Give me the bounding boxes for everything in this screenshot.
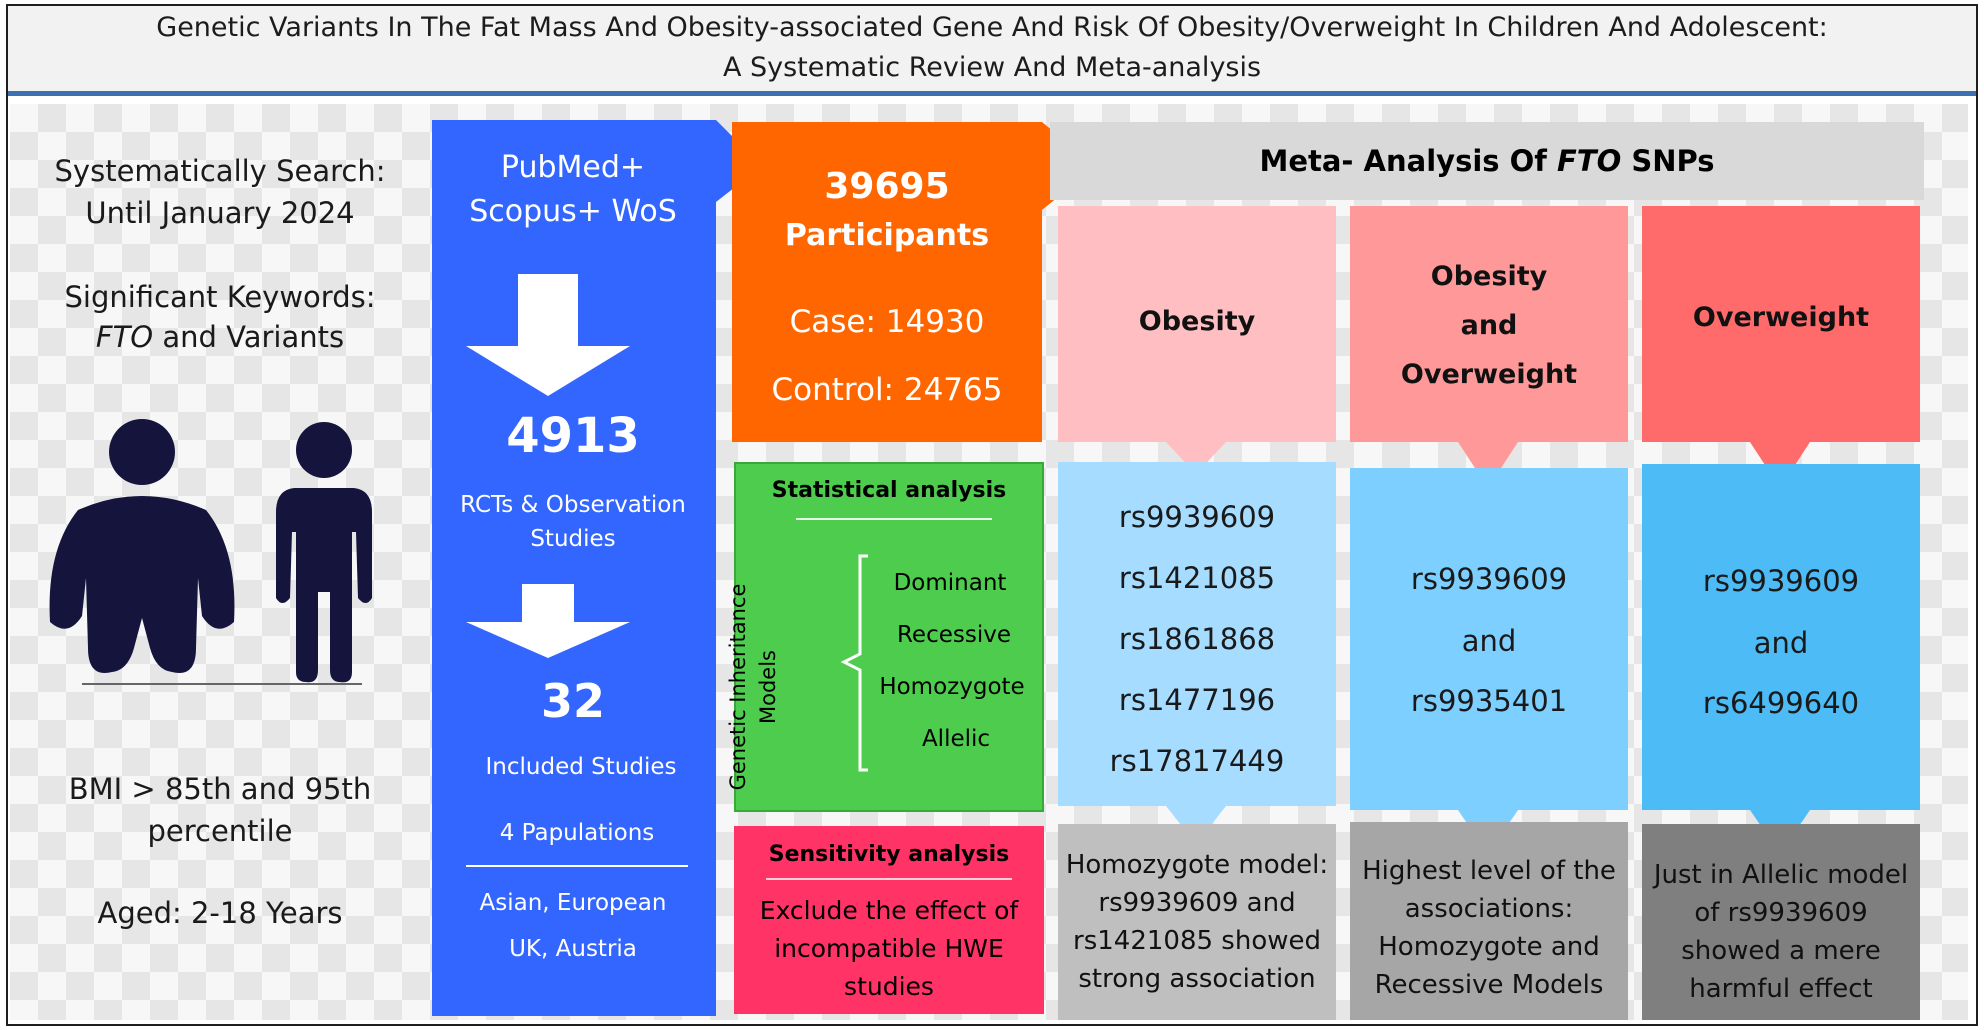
aged-text: Aged: 2-18 Years [97,896,343,930]
participants-case: Case: 14930 [789,304,985,340]
model-allelic: Allelic [921,726,991,752]
obesity-result-shape [1058,824,1336,1020]
obesity-overweight-column-shapes [1350,206,1628,1020]
overweight-result-shape [1642,824,1920,1020]
obesity-overweight-category-label: Obesity and Overweight [1350,252,1628,399]
meta-title-gene: FTO [1557,144,1622,178]
obesity-overweight-category-line-2: and [1460,310,1518,341]
obesity-category-shape [1058,206,1336,474]
overweight-result-line-2: of rs9939609 [1694,898,1868,928]
overweight-snp-2: and [1753,626,1809,660]
obesity-overweight-category-line-1: Obesity [1430,261,1548,292]
obesity-overweight-result-line-3: Homozygote and [1378,932,1600,962]
obesity-overweight-snp-3: rs9935401 [1410,684,1568,718]
keywords-line-2: FTO and Variants [10,320,430,354]
records-label-line-1: RCTs & Observation [460,492,686,518]
obesity-overweight-result-text: Highest level of the associations: Homoz… [1350,852,1628,1004]
overweight-snp-1: rs9939609 [1702,564,1860,598]
overweight-category-label: Overweight [1692,302,1870,333]
normal-person-icon [276,422,372,683]
obesity-overweight-snp-shape [1350,468,1628,854]
outer-frame [6,4,1978,1026]
obesity-snp-5: rs17817449 [1109,744,1285,778]
obesity-category-label: Obesity [1138,306,1256,337]
obesity-column-shapes [1058,206,1336,1020]
sensitivity-line-3: studies [844,972,934,1001]
overweight-snp-shape [1642,464,1920,854]
overweight-column-shapes [1642,206,1920,1020]
obesity-overweight-category-shape [1350,206,1628,488]
sensitivity-line-2: incompatible HWE [774,934,1004,963]
bmi-line-1: BMI > 85th and 95th [68,772,372,806]
included-label: Included Studies [485,754,677,780]
databases-line-1: PubMed+ [500,150,646,185]
obesity-snp-3: rs1861868 [1118,622,1276,656]
model-homozygote: Homozygote [879,674,1025,700]
overweight-snp-3: rs6499640 [1702,686,1860,720]
down-arrow-icon-2 [466,584,630,658]
keywords-line-1: Significant Keywords: [64,280,376,314]
regions-line-1: Asian, European [479,890,667,916]
bmi-line-2: percentile [147,814,293,848]
obesity-snp-1: rs9939609 [1118,500,1276,534]
sensitivity-analysis-box [734,826,1044,1014]
obesity-overweight-result-line-1: Highest level of the [1362,856,1616,886]
keyword-rest: and Variants [153,320,345,354]
obese-person-icon [49,419,235,673]
records-label-line-2: Studies [530,526,616,552]
statistical-title-underline [796,518,992,520]
obesity-result-line-2: rs9939609 and [1098,888,1296,918]
obesity-result-line-1: Homozygote model: [1065,850,1329,880]
obesity-overweight-result-shape [1350,822,1628,1020]
meta-analysis-title: Meta- Analysis Of FTO SNPs [1050,144,1924,178]
regions-line-2: UK, Austria [509,936,637,962]
databases-line-2: Scopus+ WoS [469,194,677,229]
obesity-overweight-snp-1: rs9939609 [1410,562,1568,596]
obesity-result-line-4: strong association [1078,964,1316,994]
bracket-icon [840,554,868,772]
search-column-shape [432,120,762,1016]
title-line-2: A Systematic Review And Meta-analysis [722,52,1262,83]
obesity-snp-4: rs1477196 [1118,683,1276,717]
search-line-1: Systematically Search: [54,154,386,188]
records-count: 4913 [506,408,640,464]
sensitivity-title-underline [766,878,1012,880]
meta-title-prefix: Meta- Analysis Of [1259,144,1557,178]
obesity-result-line-3: rs1421085 showed [1073,926,1321,956]
model-dominant: Dominant [893,570,1007,596]
down-arrow-icon [466,274,630,396]
meta-analysis-header [1050,122,1924,200]
sensitivity-title: Sensitivity analysis [768,842,1010,867]
populations-count: 4 Papulations [499,820,655,846]
header-bar [6,4,1978,96]
meta-title-suffix: SNPs [1621,144,1715,178]
obesity-snp-shape [1058,462,1336,844]
obesity-overweight-category-line-3: Overweight [1400,359,1578,390]
participants-total: 39695 [824,166,950,207]
overweight-result-line-3: showed a mere [1681,936,1881,966]
people-obese-and-normal-icon [49,419,372,685]
overweight-category-shape [1642,206,1920,488]
keyword-gene: FTO [95,320,154,354]
overweight-result-line-1: Just in Allelic model [1653,860,1909,890]
included-count: 32 [540,674,605,728]
obesity-snp-2: rs1421085 [1118,561,1276,595]
title-line-1: Genetic Variants In The Fat Mass And Obe… [156,12,1828,43]
participants-label: Participants [784,218,990,253]
sensitivity-line-1: Exclude the effect of [759,896,1019,925]
obesity-overweight-result-line-2: associations: [1404,894,1574,924]
overweight-result-text: Just in Allelic model of rs9939609 showe… [1642,856,1920,1008]
search-line-2: Until January 2024 [85,196,355,230]
participants-shape [732,122,1096,442]
model-recessive: Recessive [896,622,1011,648]
overweight-result-line-4: harmful effect [1689,974,1873,1004]
obesity-overweight-result-line-4: Recessive Models [1374,970,1604,1000]
statistical-title: Statistical analysis [771,478,1007,503]
statistical-analysis-box [734,462,1044,812]
participants-control: Control: 24765 [771,372,1003,408]
obesity-result-text: Homozygote model: rs9939609 and rs142108… [1058,846,1336,998]
obesity-overweight-snp-2: and [1461,624,1517,658]
